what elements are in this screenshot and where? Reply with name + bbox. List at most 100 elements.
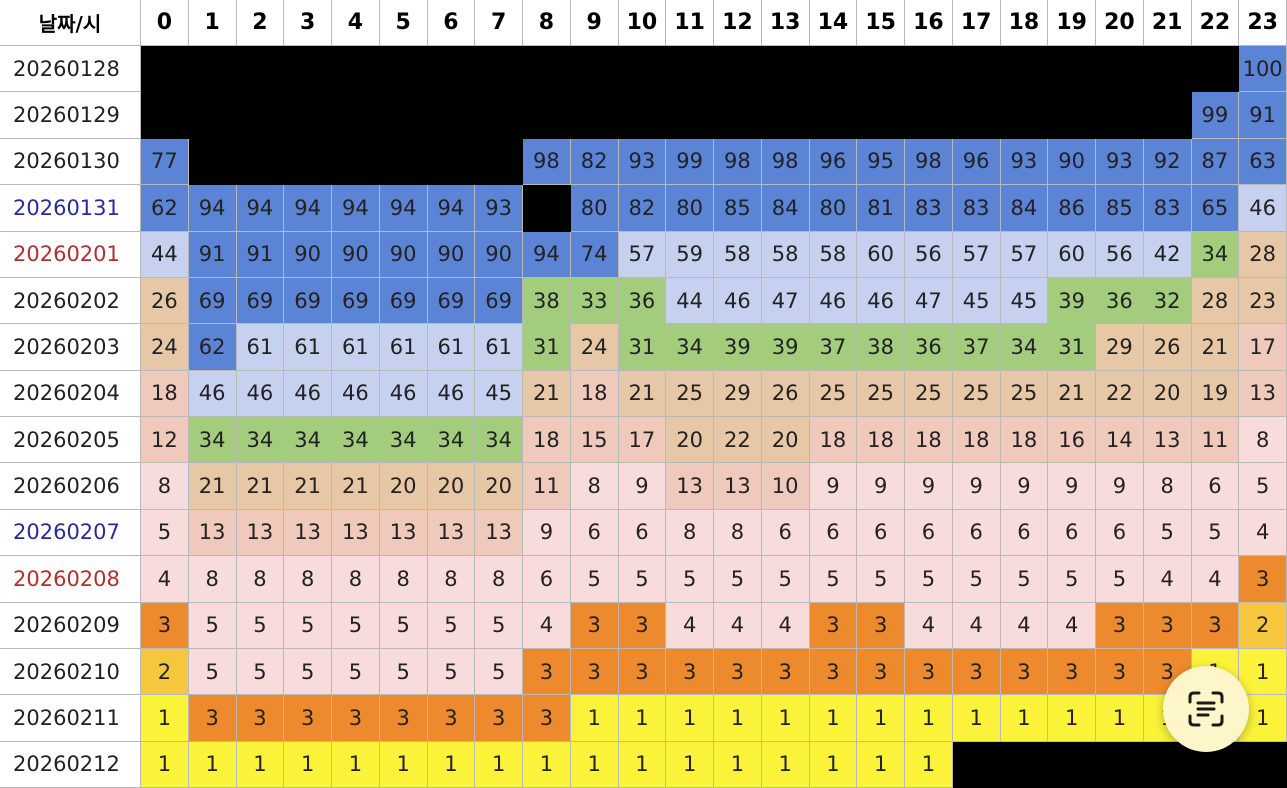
- value-cell: 19: [1191, 370, 1240, 417]
- value-cell: 44: [666, 277, 714, 325]
- value-cell: 32: [1143, 277, 1192, 325]
- hour-header: 4: [332, 0, 380, 46]
- value-cell: 5: [809, 556, 858, 603]
- value-cell: 21: [284, 463, 332, 510]
- value-cell: 13: [188, 509, 237, 557]
- value-cell: 61: [332, 324, 380, 371]
- value-cell: 18: [905, 417, 953, 464]
- value-cell: 69: [379, 277, 428, 325]
- value-cell: 26: [1143, 324, 1192, 371]
- value-cell: 93: [1000, 138, 1049, 186]
- missing-cell: [523, 92, 571, 139]
- date-label: 20260203: [0, 324, 141, 371]
- value-cell: 3: [570, 602, 619, 649]
- value-cell: 21: [188, 463, 237, 510]
- value-cell: 5: [1000, 556, 1049, 603]
- value-cell: 46: [284, 370, 332, 417]
- value-cell: 1: [905, 741, 953, 788]
- value-cell: 6: [809, 509, 858, 557]
- value-cell: 69: [332, 277, 380, 325]
- value-cell: 94: [188, 185, 237, 232]
- value-cell: 90: [284, 231, 332, 278]
- value-cell: 93: [1096, 138, 1144, 186]
- missing-cell: [1096, 741, 1144, 788]
- hour-header: 21: [1143, 0, 1192, 46]
- value-cell: 98: [714, 138, 762, 186]
- value-cell: 5: [905, 556, 953, 603]
- value-cell: 1: [379, 741, 428, 788]
- value-cell: 45: [475, 370, 523, 417]
- value-cell: 46: [427, 370, 476, 417]
- value-cell: 21: [332, 463, 380, 510]
- value-cell: 36: [905, 324, 953, 371]
- value-cell: 3: [1096, 648, 1144, 696]
- value-cell: 34: [236, 417, 285, 464]
- value-cell: 1: [809, 695, 858, 742]
- value-cell: 39: [1048, 277, 1096, 325]
- value-cell: 5: [332, 602, 380, 649]
- value-cell: 1: [523, 741, 571, 788]
- value-cell: 3: [857, 602, 905, 649]
- value-cell: 21: [523, 370, 571, 417]
- value-cell: 3: [809, 602, 858, 649]
- value-cell: 34: [188, 417, 237, 464]
- value-cell: 21: [236, 463, 285, 510]
- value-cell: 80: [666, 185, 714, 232]
- value-cell: 2: [1239, 602, 1287, 649]
- missing-cell: [475, 92, 523, 139]
- missing-cell: [1048, 92, 1096, 139]
- value-cell: 80: [809, 185, 858, 232]
- value-cell: 94: [332, 185, 380, 232]
- value-cell: 46: [379, 370, 428, 417]
- value-cell: 4: [141, 556, 189, 603]
- value-cell: 69: [236, 277, 285, 325]
- value-cell: 3: [857, 648, 905, 696]
- value-cell: 1: [809, 741, 858, 788]
- value-cell: 47: [905, 277, 953, 325]
- value-cell: 8: [475, 556, 523, 603]
- missing-cell: [1000, 92, 1049, 139]
- missing-cell: [141, 92, 189, 139]
- value-cell: 34: [666, 324, 714, 371]
- value-cell: 93: [618, 138, 667, 186]
- value-cell: 83: [905, 185, 953, 232]
- value-cell: 61: [427, 324, 476, 371]
- value-cell: 5: [1096, 556, 1144, 603]
- hour-header: 6: [427, 0, 476, 46]
- value-cell: 25: [857, 370, 905, 417]
- value-cell: 84: [1000, 185, 1049, 232]
- date-label: 20260205: [0, 417, 141, 464]
- hour-header: 1: [188, 0, 237, 46]
- value-cell: 5: [427, 602, 476, 649]
- value-cell: 1: [141, 695, 189, 742]
- missing-cell: [475, 138, 523, 186]
- missing-cell: [379, 138, 428, 186]
- missing-cell: [1000, 46, 1049, 93]
- value-cell: 20: [1143, 370, 1192, 417]
- missing-cell: [714, 92, 762, 139]
- value-cell: 44: [141, 231, 189, 278]
- value-cell: 6: [857, 509, 905, 557]
- value-cell: 91: [1239, 92, 1287, 139]
- value-cell: 3: [141, 602, 189, 649]
- value-cell: 99: [666, 138, 714, 186]
- value-cell: 84: [761, 185, 810, 232]
- value-cell: 12: [141, 417, 189, 464]
- missing-cell: [857, 92, 905, 139]
- value-cell: 8: [141, 463, 189, 510]
- missing-cell: [1048, 741, 1096, 788]
- hour-header: 19: [1048, 0, 1096, 46]
- value-cell: 90: [427, 231, 476, 278]
- missing-cell: [284, 138, 332, 186]
- value-cell: 13: [332, 509, 380, 557]
- value-cell: 6: [523, 556, 571, 603]
- text-scan-button[interactable]: [1163, 666, 1249, 752]
- value-cell: 1: [761, 695, 810, 742]
- missing-cell: [1143, 741, 1192, 788]
- missing-cell: [1000, 741, 1049, 788]
- value-cell: 13: [1143, 417, 1192, 464]
- value-cell: 5: [475, 648, 523, 696]
- value-cell: 1: [905, 695, 953, 742]
- value-cell: 25: [905, 370, 953, 417]
- value-cell: 63: [1239, 138, 1287, 186]
